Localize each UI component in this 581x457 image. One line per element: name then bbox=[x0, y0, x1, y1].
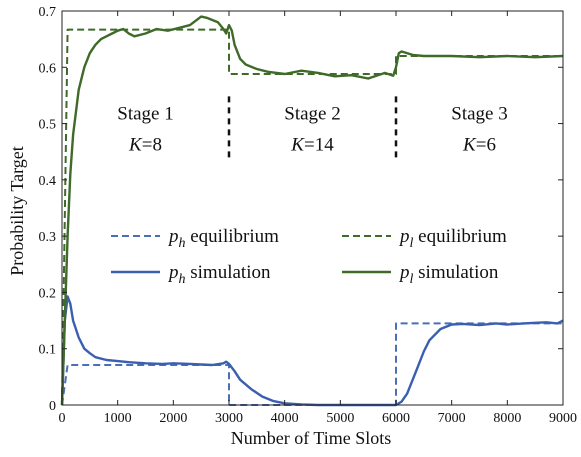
legend-entry: ph simulation bbox=[167, 262, 271, 287]
legend-subscript: l bbox=[410, 236, 414, 251]
y-tick-label: 0.1 bbox=[39, 343, 57, 358]
stage-k-value: =14 bbox=[304, 134, 334, 155]
legend-subscript: h bbox=[179, 236, 186, 251]
legend-label: simulation bbox=[413, 262, 498, 283]
plot-frame bbox=[61, 10, 564, 406]
x-tick-label: 2000 bbox=[159, 411, 187, 426]
legend-entry: pl equilibrium bbox=[398, 226, 507, 251]
y-tick-label: 0 bbox=[49, 399, 56, 414]
x-axis-label: Number of Time Slots bbox=[231, 428, 392, 448]
y-axis-label: Probability Target bbox=[7, 146, 27, 276]
legend-symbol: p bbox=[167, 262, 179, 283]
series-line-4 bbox=[60, 15, 564, 406]
stage-k-symbol: K bbox=[462, 134, 477, 155]
stage-k-label: K=8 bbox=[128, 134, 162, 155]
y-tick-label: 0.4 bbox=[39, 174, 57, 189]
y-tick-label: 0.3 bbox=[39, 230, 57, 245]
x-tick-label: 3000 bbox=[215, 411, 243, 426]
x-tick-label: 4000 bbox=[271, 411, 299, 426]
series-line-2 bbox=[61, 28, 563, 406]
legend-label: equilibrium bbox=[186, 226, 280, 247]
stage-k-value: =8 bbox=[142, 134, 162, 155]
legend-entry: pl simulation bbox=[398, 262, 499, 287]
y-tick-label: 0.6 bbox=[39, 61, 57, 76]
x-tick-label: 8000 bbox=[493, 411, 521, 426]
x-tick-label: 9000 bbox=[549, 411, 577, 426]
legend-subscript: l bbox=[410, 272, 414, 287]
x-tick-label: 7000 bbox=[438, 411, 466, 426]
y-tick-label: 0.7 bbox=[39, 5, 57, 20]
legend-symbol: p bbox=[167, 226, 179, 247]
legend-label: simulation bbox=[186, 262, 271, 283]
legend-subscript: h bbox=[179, 272, 186, 287]
x-tick-label: 1000 bbox=[104, 411, 132, 426]
stage-k-label: K=14 bbox=[290, 134, 334, 155]
legend-symbol: p bbox=[398, 262, 410, 283]
x-tick-label: 5000 bbox=[326, 411, 354, 426]
x-tick-label: 6000 bbox=[382, 411, 410, 426]
legend-symbol: p bbox=[398, 226, 410, 247]
stage-k-symbol: K bbox=[290, 134, 305, 155]
stage-k-symbol: K bbox=[128, 134, 143, 155]
stage-k-value: =6 bbox=[476, 134, 496, 155]
series-line-1 bbox=[61, 322, 563, 406]
legend-label: equilibrium bbox=[413, 226, 507, 247]
axes: 0 1000 2000 3000 4000 5000 6000 7000 8000 9000 0 0.… bbox=[39, 5, 578, 426]
y-tick-label: 0.2 bbox=[39, 286, 57, 301]
x-tick-label: 0 bbox=[59, 411, 66, 426]
y-tick-label: 0.5 bbox=[39, 118, 57, 133]
series-line-3 bbox=[60, 295, 564, 407]
legend-entry: ph equilibrium bbox=[167, 226, 279, 251]
stage-label: Stage 3 bbox=[451, 103, 507, 124]
stage-k-label: K=6 bbox=[462, 134, 496, 155]
plot-area bbox=[60, 15, 564, 407]
stage-label: Stage 1 bbox=[117, 103, 173, 124]
stage-label: Stage 2 bbox=[284, 103, 340, 124]
